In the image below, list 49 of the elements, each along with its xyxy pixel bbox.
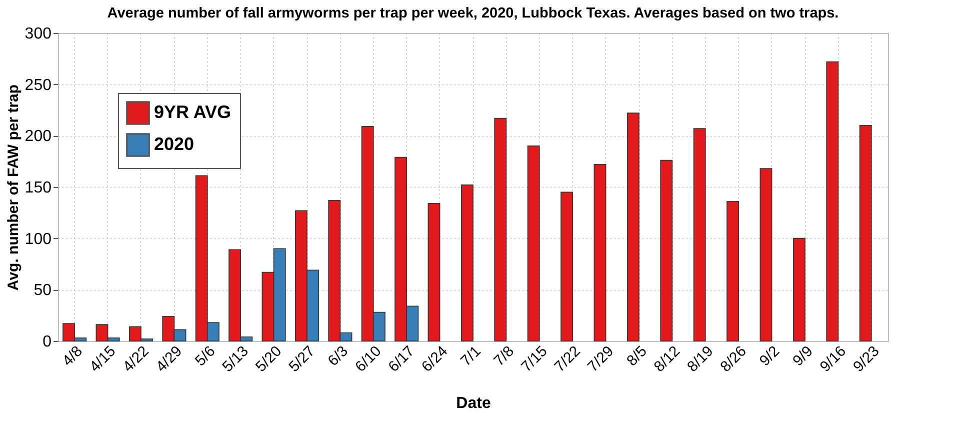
x-tick-label: 7/29 xyxy=(584,342,618,376)
x-axis-title: Date xyxy=(456,394,491,412)
x-tick-label: 4/29 xyxy=(152,342,186,376)
x-tick-label: 4/22 xyxy=(120,342,152,376)
bar xyxy=(693,128,706,342)
x-tick-label: 7/1 xyxy=(458,342,484,370)
x-tick-label: 9/9 xyxy=(790,342,816,370)
bar xyxy=(594,164,606,342)
x-tick-label: 9/2 xyxy=(756,342,784,370)
bar xyxy=(494,118,507,342)
x-tick-label: 6/3 xyxy=(324,342,352,370)
bar xyxy=(859,125,872,342)
x-tick-label: 8/12 xyxy=(650,342,684,376)
chart-title: Average number of fall armyworms per trap per week, 2020, Lubbock Texas. Averages based on two traps. xyxy=(107,6,839,22)
bar xyxy=(826,61,839,342)
x-tick-label: 4/8 xyxy=(59,342,86,370)
y-tick-label: 200 xyxy=(24,128,52,146)
y-tick-label: 50 xyxy=(34,282,52,300)
y-tick-label: 0 xyxy=(42,334,52,350)
legend-label: 2020 xyxy=(154,134,194,154)
x-tick-label: 8/26 xyxy=(717,342,750,376)
x-tick-label: 5/13 xyxy=(219,342,252,376)
bar xyxy=(428,203,440,342)
bar xyxy=(460,184,474,342)
y-tick-label: 100 xyxy=(24,230,52,248)
legend-label: 9YR AVG xyxy=(154,102,232,122)
bar xyxy=(527,146,540,342)
x-tick-label: 7/8 xyxy=(490,342,518,370)
bar xyxy=(760,168,772,342)
x-tick-label: 7/15 xyxy=(518,342,551,376)
bar xyxy=(660,160,673,342)
bar xyxy=(726,200,739,342)
x-tick-label: 9/23 xyxy=(850,342,883,376)
bar xyxy=(792,238,806,342)
x-tick-label: 5/6 xyxy=(192,342,219,370)
bar xyxy=(560,192,573,342)
x-tick-label: 6/10 xyxy=(352,342,385,376)
x-tick-label: 8/19 xyxy=(684,342,717,376)
y-tick-label: 300 xyxy=(24,26,52,42)
y-tick-label: 250 xyxy=(24,76,52,94)
y-tick-label: 150 xyxy=(24,180,52,196)
x-tick-label: 8/5 xyxy=(624,342,650,370)
x-tick-label: 7/22 xyxy=(551,342,584,376)
x-tick-label: 4/15 xyxy=(86,342,120,376)
x-tick-label: 5/20 xyxy=(252,342,286,376)
x-tick-label: 6/24 xyxy=(418,342,452,376)
bar xyxy=(626,112,640,342)
y-axis-title: Avg. number of FAW per trap xyxy=(4,84,22,291)
x-tick-label: 9/16 xyxy=(816,342,850,376)
